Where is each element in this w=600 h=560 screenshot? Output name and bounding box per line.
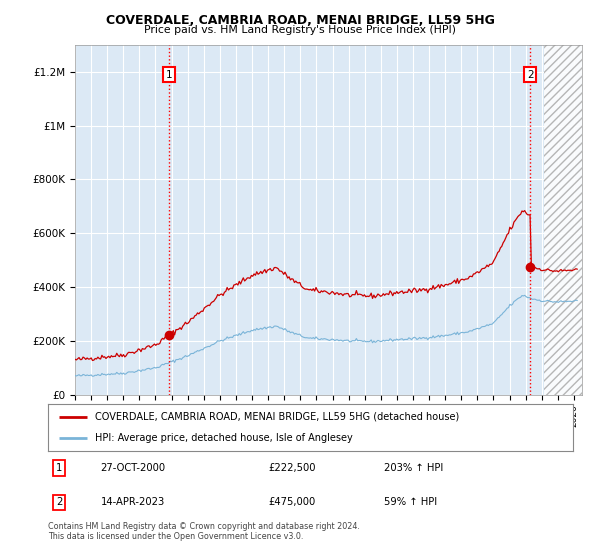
Text: 1: 1 [166, 69, 172, 80]
Text: 203% ↑ HPI: 203% ↑ HPI [384, 463, 443, 473]
Text: Price paid vs. HM Land Registry's House Price Index (HPI): Price paid vs. HM Land Registry's House … [144, 25, 456, 35]
Text: COVERDALE, CAMBRIA ROAD, MENAI BRIDGE, LL59 5HG (detached house): COVERDALE, CAMBRIA ROAD, MENAI BRIDGE, L… [95, 412, 460, 422]
Text: 2: 2 [56, 497, 62, 507]
Text: 14-APR-2023: 14-APR-2023 [101, 497, 165, 507]
Text: 59% ↑ HPI: 59% ↑ HPI [384, 497, 437, 507]
Text: COVERDALE, CAMBRIA ROAD, MENAI BRIDGE, LL59 5HG: COVERDALE, CAMBRIA ROAD, MENAI BRIDGE, L… [106, 14, 494, 27]
Bar [544, 45, 582, 395]
Text: £475,000: £475,000 [269, 497, 316, 507]
Text: Contains HM Land Registry data © Crown copyright and database right 2024.
This d: Contains HM Land Registry data © Crown c… [48, 522, 360, 542]
Text: HPI: Average price, detached house, Isle of Anglesey: HPI: Average price, detached house, Isle… [95, 433, 353, 444]
Text: 2: 2 [527, 69, 533, 80]
Text: 1: 1 [56, 463, 62, 473]
Text: £222,500: £222,500 [269, 463, 316, 473]
Bar [544, 45, 582, 395]
Text: 27-OCT-2000: 27-OCT-2000 [101, 463, 166, 473]
